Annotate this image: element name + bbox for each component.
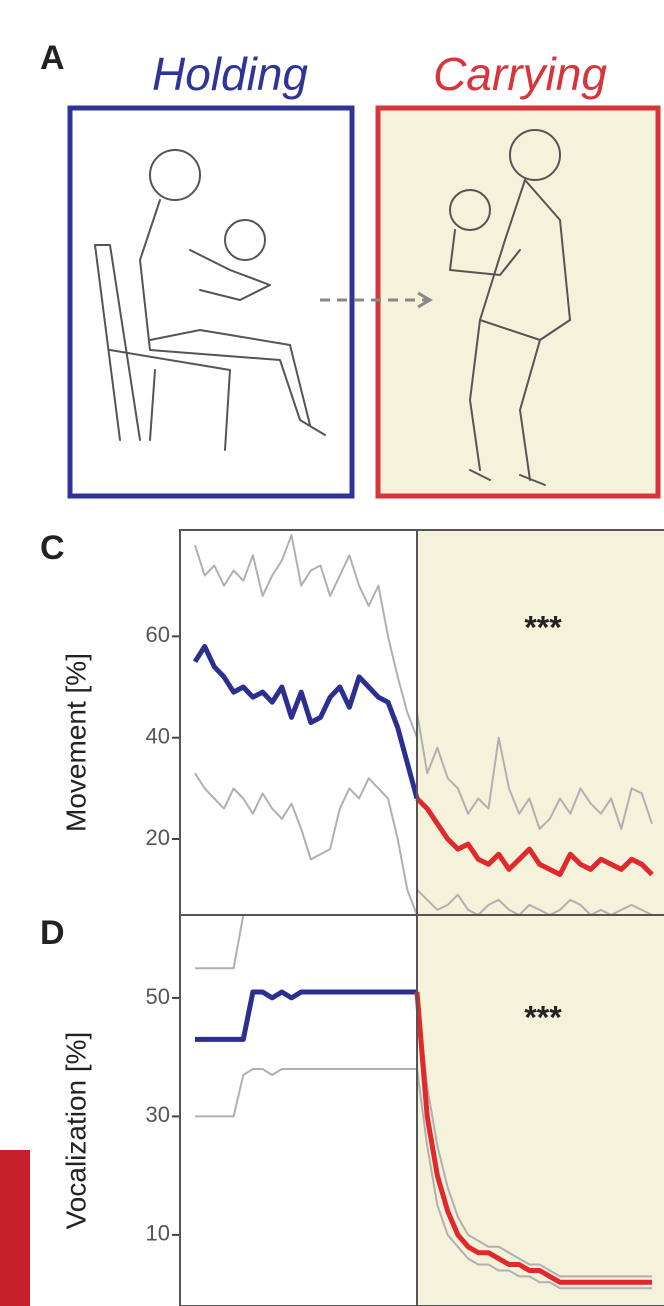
- page: A HoldingCarryingCMovement [%]204060***D…: [0, 0, 664, 1306]
- chart-panel: D Vocalization [%] 10 30 50 ***: [40, 914, 664, 1306]
- chart-panel: C Movement [%] 20 40 60 ***: [40, 529, 664, 915]
- panel-label: C: [40, 529, 65, 567]
- y-axis-label: Vocalization [%]: [60, 1032, 91, 1230]
- y-tick-label: 30: [146, 1102, 170, 1127]
- side-bar: [0, 1150, 30, 1306]
- y-tick-label: 50: [146, 984, 170, 1009]
- y-axis-label: Movement [%]: [60, 653, 91, 832]
- condition-title: Carrying: [433, 48, 607, 100]
- significance: ***: [524, 609, 562, 645]
- y-tick-label: 20: [146, 825, 170, 850]
- carrying-frame: [378, 108, 658, 496]
- figure: A HoldingCarryingCMovement [%]204060***D…: [0, 0, 664, 1306]
- series-line: [195, 992, 417, 1039]
- significance: ***: [524, 999, 562, 1035]
- panel-label: A: [40, 39, 65, 77]
- carrying-shade: [417, 530, 664, 915]
- holding-frame: [70, 108, 352, 496]
- y-tick-label: 10: [146, 1221, 170, 1246]
- panel-label: D: [40, 914, 65, 952]
- condition-title: Holding: [152, 48, 308, 100]
- series-line: [195, 647, 417, 799]
- y-tick-label: 60: [146, 622, 170, 647]
- y-tick-label: 40: [146, 724, 170, 749]
- carrying-shade: [417, 915, 664, 1306]
